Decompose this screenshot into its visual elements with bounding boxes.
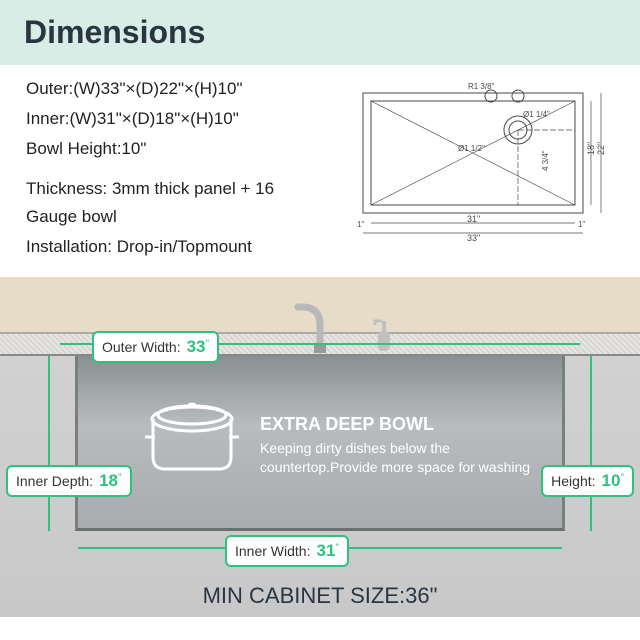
bottom-section: Outer Width: 33" Inner Depth: 18" Height…: [0, 277, 640, 617]
pot-icon: [145, 397, 240, 482]
header-band: Dimensions: [0, 0, 640, 65]
dim-height-line: [590, 356, 592, 531]
label-height: Height: 10": [541, 465, 634, 497]
spec-bowl: Bowl Height:10": [26, 135, 322, 163]
diagram-offset: 4 3/4": [541, 150, 550, 171]
diagram-inner-w: 31": [467, 214, 480, 224]
label-inner-width: Inner Width: 31": [225, 535, 349, 567]
diagram-drain-o: Ø1 1/2": [458, 144, 485, 153]
faucet-icon: [290, 295, 350, 360]
spec-install: Installation: Drop-in/Topmount: [26, 233, 322, 261]
diagram-margin-l: 1": [357, 220, 364, 229]
diagram-hole: R1 3/8": [468, 82, 495, 91]
deep-bowl-heading: EXTRA DEEP BOWL: [260, 414, 550, 435]
spec-thickness: Thickness: 3mm thick panel + 16 Gauge bo…: [26, 175, 322, 231]
dim-inner-depth-line: [48, 356, 50, 531]
deep-bowl-body: Keeping dirty dishes below the counterto…: [260, 439, 550, 477]
page-title: Dimensions: [24, 14, 616, 51]
diagram-outer-w: 33": [467, 233, 480, 243]
diagram-inner-d: 18": [586, 142, 596, 155]
top-section: Outer:(W)33"×(D)22"×(H)10" Inner:(W)31"×…: [0, 65, 640, 277]
spec-list: Outer:(W)33"×(D)22"×(H)10" Inner:(W)31"×…: [26, 75, 322, 263]
deep-bowl-text: EXTRA DEEP BOWL Keeping dirty dishes bel…: [260, 414, 550, 477]
min-cabinet-text: MIN CABINET SIZE:36": [0, 583, 640, 609]
technical-diagram: 31" 33" 18" 22" 1" 1" Ø1 1/2" Ø1 1/4" R1…: [342, 75, 624, 263]
label-outer-width: Outer Width: 33": [92, 331, 219, 363]
spec-inner: Inner:(W)31"×(D)18"×(H)10": [26, 105, 322, 133]
soap-dispenser-icon: [371, 315, 397, 360]
diagram-outer-d: 22": [596, 142, 606, 155]
diagram-margin-r: 1": [578, 220, 585, 229]
diagram-drain-i: Ø1 1/4": [523, 110, 550, 119]
label-inner-depth: Inner Depth: 18": [6, 465, 132, 497]
spec-outer: Outer:(W)33"×(D)22"×(H)10": [26, 75, 322, 103]
